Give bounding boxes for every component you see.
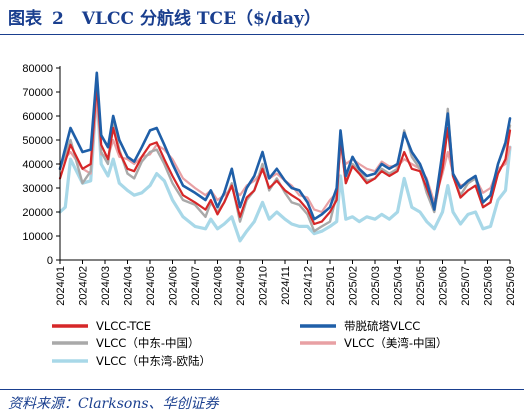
x-tick-label: 2024/07	[190, 266, 202, 306]
y-tick-label: 60000	[22, 111, 53, 123]
y-tick-label: 80000	[22, 63, 53, 75]
x-tick-label: 2024/02	[78, 266, 90, 306]
x-tick-label: 2025/04	[393, 266, 405, 306]
legend-label: VLCC（美湾-中国）	[344, 336, 447, 350]
x-tick-label: 2024/04	[123, 266, 135, 306]
series-line-4	[58, 90, 512, 243]
x-tick-label: 2025/01	[325, 266, 337, 306]
x-tick-label: 2024/09	[235, 266, 247, 306]
figure-title-text: VLCC 分航线 TCE（$/day）	[81, 9, 321, 29]
x-tick-label: 2024/05	[145, 266, 157, 306]
legend-label: VLCC（中东-中国）	[96, 336, 199, 350]
x-tick-label: 2025/06	[438, 266, 450, 306]
series-line-1	[58, 71, 512, 221]
figure-number: 2	[52, 9, 64, 29]
x-tick-label: 2025/09	[505, 266, 517, 306]
series-line-0	[58, 83, 512, 226]
x-tick-label: 2024/11	[280, 266, 292, 305]
legend-label: VLCC（中东湾-欧陆）	[96, 354, 211, 368]
y-tick-label: 10000	[22, 231, 53, 243]
y-tick-label: 70000	[22, 87, 53, 99]
y-tick-label: 50000	[22, 135, 53, 147]
x-tick-label: 2024/01	[55, 266, 67, 306]
x-tick-label: 2025/03	[370, 266, 382, 306]
y-tick-label: 40000	[22, 159, 53, 171]
source-rule	[0, 389, 524, 390]
x-tick-label: 2024/03	[100, 266, 112, 306]
title-rule	[0, 34, 524, 35]
source-note: 资料来源：Clarksons、华创证券	[8, 396, 219, 412]
line-chart: 0 10000 20000 30000 40000 50000 60000 70000 8000…	[22, 63, 517, 368]
x-tick-label: 2025/05	[415, 266, 427, 306]
x-tick-label: 2025/02	[348, 266, 360, 306]
x-tick-label: 2025/08	[483, 266, 495, 306]
legend: VLCC-TCE 带脱硫塔VLCC VLCC（中东-中国） VLCC（美湾-中国） VL…	[52, 319, 447, 368]
figure-label: 图表	[8, 9, 42, 29]
legend-label: VLCC-TCE	[96, 319, 151, 333]
series-layer	[58, 71, 512, 243]
x-tick-label: 2024/12	[303, 266, 315, 306]
y-tick-label: 30000	[22, 183, 53, 195]
chart-title: 图表 2 VLCC 分航线 TCE（$/day）	[8, 4, 321, 29]
legend-label: 带脱硫塔VLCC	[344, 319, 420, 333]
y-tick-label: 20000	[22, 207, 53, 219]
y-tick-label: 0	[47, 255, 53, 267]
axis-layer: 0 10000 20000 30000 40000 50000 60000 70000 8000…	[22, 63, 517, 306]
x-tick-label: 2025/07	[460, 266, 472, 306]
x-tick-label: 2024/10	[258, 266, 270, 306]
x-tick-label: 2024/08	[213, 266, 225, 306]
x-tick-label: 2024/06	[168, 266, 180, 306]
